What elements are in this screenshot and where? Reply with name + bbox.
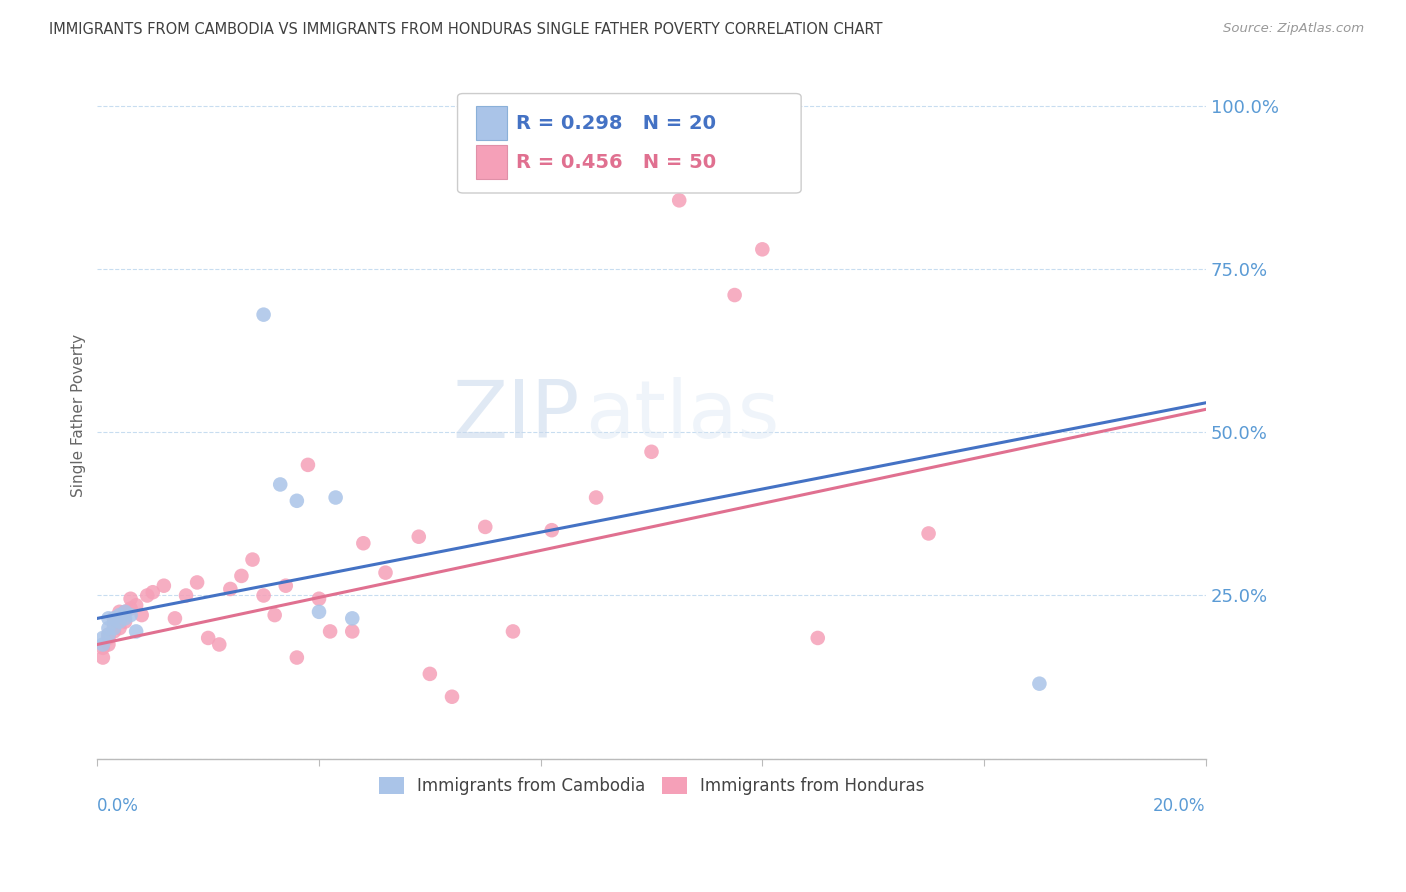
Point <box>108 608 131 623</box>
Point <box>153 579 176 593</box>
Point <box>97 611 120 625</box>
Point <box>342 624 364 639</box>
Point <box>97 631 120 645</box>
Point <box>585 491 607 505</box>
Point <box>120 608 142 623</box>
Point <box>186 575 208 590</box>
Point <box>319 624 342 639</box>
Point <box>263 608 285 623</box>
Point <box>103 621 125 635</box>
Point <box>97 621 120 635</box>
Point <box>474 520 496 534</box>
Point <box>125 624 148 639</box>
Point <box>114 605 136 619</box>
Point <box>540 523 562 537</box>
Point <box>668 194 690 208</box>
Point <box>208 638 231 652</box>
Point <box>502 624 524 639</box>
Point <box>751 243 773 257</box>
Point <box>103 624 125 639</box>
Point <box>97 628 120 642</box>
FancyBboxPatch shape <box>477 145 508 179</box>
Point <box>723 288 745 302</box>
Point <box>103 611 125 625</box>
Point <box>197 631 219 645</box>
Point <box>640 445 662 459</box>
Y-axis label: Single Father Poverty: Single Father Poverty <box>72 334 86 498</box>
Point <box>120 591 142 606</box>
Point <box>325 491 347 505</box>
Point <box>408 530 430 544</box>
Point <box>103 611 125 625</box>
Point <box>114 611 136 625</box>
Legend: Immigrants from Cambodia, Immigrants from Honduras: Immigrants from Cambodia, Immigrants fro… <box>371 771 931 802</box>
Point <box>231 569 253 583</box>
Point <box>285 493 308 508</box>
Point <box>114 605 136 619</box>
Point <box>136 589 159 603</box>
Point <box>120 601 142 615</box>
Point <box>308 605 330 619</box>
Point <box>91 631 114 645</box>
Point <box>1028 676 1050 690</box>
FancyBboxPatch shape <box>457 94 801 193</box>
Point <box>108 621 131 635</box>
Text: R = 0.298   N = 20: R = 0.298 N = 20 <box>516 113 716 133</box>
Text: R = 0.456   N = 50: R = 0.456 N = 50 <box>516 153 717 171</box>
Text: ZIP: ZIP <box>453 377 579 455</box>
Text: 20.0%: 20.0% <box>1153 797 1206 814</box>
Text: atlas: atlas <box>585 377 779 455</box>
Point <box>131 608 153 623</box>
Point <box>97 638 120 652</box>
Point <box>419 666 441 681</box>
Point <box>374 566 396 580</box>
Text: IMMIGRANTS FROM CAMBODIA VS IMMIGRANTS FROM HONDURAS SINGLE FATHER POVERTY CORRE: IMMIGRANTS FROM CAMBODIA VS IMMIGRANTS F… <box>49 22 883 37</box>
Point <box>97 628 120 642</box>
Point <box>174 589 197 603</box>
Point <box>308 591 330 606</box>
Text: 0.0%: 0.0% <box>97 797 139 814</box>
Point <box>103 618 125 632</box>
Point <box>242 552 264 566</box>
Text: Source: ZipAtlas.com: Source: ZipAtlas.com <box>1223 22 1364 36</box>
Point <box>91 640 114 655</box>
Point <box>285 650 308 665</box>
Point <box>440 690 463 704</box>
Point <box>142 585 165 599</box>
Point <box>163 611 186 625</box>
Point <box>352 536 374 550</box>
Point <box>91 650 114 665</box>
Point <box>252 308 274 322</box>
Point <box>125 599 148 613</box>
Point <box>114 615 136 629</box>
Point <box>917 526 939 541</box>
Point <box>108 615 131 629</box>
Point <box>807 631 830 645</box>
FancyBboxPatch shape <box>477 106 508 140</box>
Point <box>269 477 291 491</box>
Point <box>252 589 274 603</box>
Point <box>274 579 297 593</box>
Point <box>91 638 114 652</box>
Point <box>297 458 319 472</box>
Point <box>219 582 242 596</box>
Point <box>108 605 131 619</box>
Point <box>342 611 364 625</box>
